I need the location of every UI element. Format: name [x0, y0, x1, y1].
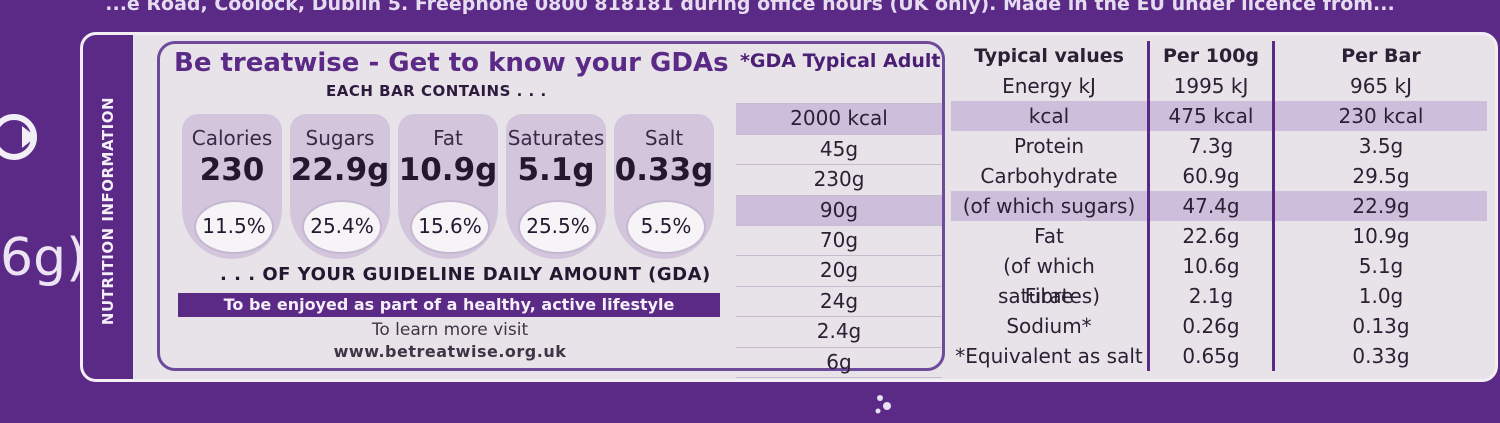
- weight-fragment-text: 6g): [0, 228, 87, 288]
- gda-drop-percent: 11.5%: [202, 214, 266, 238]
- gda-drop-value: 5.1g: [517, 152, 595, 188]
- gda-drop-label: Fat: [433, 126, 463, 150]
- gda-drop-value: 0.33g: [614, 152, 714, 188]
- gda-drop-circle: 11.5%: [194, 200, 274, 254]
- per-bar-value: 22.9g: [1272, 191, 1487, 221]
- gda-drop-value: 230: [199, 152, 265, 188]
- nutrition-row-salt: *Equivalent as salt 0.65g 0.33g: [951, 341, 1487, 371]
- per-bar-value: 3.5g: [1272, 131, 1487, 161]
- gda-value-row: 2000 kcal: [736, 104, 942, 135]
- per-bar-value: 5.1g: [1272, 251, 1487, 281]
- nutrient-name: Fibre: [1024, 284, 1074, 308]
- per-100g-value: 47.4g: [1147, 191, 1272, 221]
- per-bar-value: 10.9g: [1272, 221, 1487, 251]
- gda-drop-percent: 5.5%: [640, 214, 692, 238]
- gda-value-row: 45g: [736, 135, 942, 166]
- nutrient-name: Sodium*: [1006, 314, 1092, 338]
- nutrition-table-header: Typical values Per 100g Per Bar: [951, 41, 1487, 71]
- gda-value-row: 2.4g: [736, 317, 942, 348]
- nutrient-name: (of which sugars): [962, 194, 1136, 218]
- nutrition-row-fat: Fat 22.6g 10.9g: [951, 221, 1487, 251]
- lifestyle-banner: To be enjoyed as part of a healthy, acti…: [178, 293, 720, 317]
- gda-value-row: 230g: [736, 165, 942, 196]
- header-per-bar: Per Bar: [1272, 41, 1487, 71]
- nutrition-row-kcal: kcal 475 kcal 230 kcal: [951, 101, 1487, 131]
- gda-drop-circle: 25.5%: [518, 200, 598, 254]
- packaging-sparkle-icon: [875, 395, 891, 414]
- per-100g-value: 0.65g: [1147, 341, 1272, 371]
- nutrition-row-protein: Protein 7.3g 3.5g: [951, 131, 1487, 161]
- nutrition-side-bar: NUTRITION INFORMATION: [83, 35, 133, 379]
- gda-drop-circle: 5.5%: [626, 200, 706, 254]
- per-bar-value: 1.0g: [1272, 281, 1487, 311]
- learn-more-text: To learn more visit: [371, 320, 529, 340]
- gda-drop-salt: Salt 0.33g 5.5%: [614, 114, 714, 259]
- gda-drops: Calories 230 11.5% Sugars 22.9g 25.4% Fa…: [182, 114, 722, 264]
- per-100g-value: 60.9g: [1147, 161, 1272, 191]
- nutrient-name: Energy kJ: [1002, 74, 1096, 98]
- nutrition-table: Typical values Per 100g Per Bar Energy k…: [951, 41, 1487, 371]
- per-100g-value: 475 kcal: [1147, 101, 1272, 131]
- guideline-daily-amount-text: . . . OF YOUR GUIDELINE DAILY AMOUNT (GD…: [220, 264, 711, 285]
- gda-drop-label: Salt: [644, 126, 684, 150]
- gda-drop-saturates: Saturates 5.1g 25.5%: [506, 114, 606, 259]
- gda-drop-value: 10.9g: [398, 152, 498, 188]
- per-bar-value: 0.33g: [1272, 341, 1487, 371]
- gda-drop-calories: Calories 230 11.5%: [182, 114, 282, 259]
- recycle-arrow-icon: [0, 114, 37, 160]
- nutrient-name: *Equivalent as salt: [955, 344, 1143, 368]
- nutrition-panel: NUTRITION INFORMATION Be treatwise - Get…: [80, 32, 1498, 382]
- gda-drop-percent: 25.5%: [526, 214, 590, 238]
- per-100g-value: 22.6g: [1147, 221, 1272, 251]
- nutrition-row-carbohydrate: Carbohydrate 60.9g 29.5g: [951, 161, 1487, 191]
- gda-drop-value: 22.9g: [290, 152, 390, 188]
- gda-drop-label: Sugars: [305, 126, 375, 150]
- nutrient-name: Carbohydrate: [980, 164, 1118, 188]
- gda-drop-label: Calories: [191, 126, 273, 150]
- per-bar-value: 230 kcal: [1272, 101, 1487, 131]
- nutrition-information-label: NUTRITION INFORMATION: [99, 96, 117, 326]
- nutrition-row-sodium: Sodium* 0.26g 0.13g: [951, 311, 1487, 341]
- nutrition-row-energy-kj: Energy kJ 1995 kJ 965 kJ: [951, 71, 1487, 101]
- gda-value-row: 70g: [736, 226, 942, 257]
- nutrition-row-fibre: Fibre 2.1g 1.0g: [951, 281, 1487, 311]
- nutrient-name: Protein: [1013, 134, 1085, 158]
- gda-value-row: [736, 74, 942, 105]
- per-100g-value: 7.3g: [1147, 131, 1272, 161]
- nutrient-name: (of which saturates): [997, 254, 1101, 308]
- nutrient-name: kcal: [1028, 104, 1070, 128]
- gda-value-row: 6g: [736, 348, 942, 378]
- website-text: www.betreatwise.org.uk: [333, 342, 567, 361]
- each-bar-contains-text: EACH BAR CONTAINS . . .: [326, 82, 547, 100]
- gda-drop-circle: 15.6%: [410, 200, 490, 254]
- gda-drop-circle: 25.4%: [302, 200, 382, 254]
- nutrition-row-saturates: (of which saturates) 10.6g 5.1g: [951, 251, 1487, 308]
- header-typical-values: Typical values: [974, 45, 1124, 67]
- gda-value-row: 90g: [736, 195, 942, 226]
- per-100g-value: 10.6g: [1147, 251, 1272, 281]
- nutrition-row-sugars: (of which sugars) 47.4g 22.9g: [951, 191, 1487, 221]
- per-bar-value: 0.13g: [1272, 311, 1487, 341]
- per-bar-value: 29.5g: [1272, 161, 1487, 191]
- per-100g-value: 0.26g: [1147, 311, 1272, 341]
- header-per-100g: Per 100g: [1147, 41, 1272, 71]
- gda-box: Be treatwise - Get to know your GDAs *GD…: [157, 41, 945, 378]
- gda-drop-percent: 25.4%: [310, 214, 374, 238]
- gda-typical-adult-header: *GDA Typical Adult: [740, 50, 941, 72]
- gda-title: Be treatwise - Get to know your GDAs: [174, 48, 729, 78]
- nutrient-name: Fat: [1034, 224, 1064, 248]
- gda-value-row: 20g: [736, 256, 942, 287]
- gda-value-row: 24g: [736, 287, 942, 318]
- gda-values-column: 2000 kcal 45g 230g 90g 70g 20g 24g 2.4g …: [736, 74, 942, 378]
- packaging-address-text: ...e Road, Coolock, Dublin 5. Freephone …: [105, 0, 1395, 15]
- gda-drop-sugars: Sugars 22.9g 25.4%: [290, 114, 390, 259]
- gda-drop-fat: Fat 10.9g 15.6%: [398, 114, 498, 259]
- per-100g-value: 1995 kJ: [1147, 71, 1272, 101]
- per-bar-value: 965 kJ: [1272, 71, 1487, 101]
- gda-drop-percent: 15.6%: [418, 214, 482, 238]
- per-100g-value: 2.1g: [1147, 281, 1272, 311]
- gda-drop-label: Saturates: [507, 126, 605, 150]
